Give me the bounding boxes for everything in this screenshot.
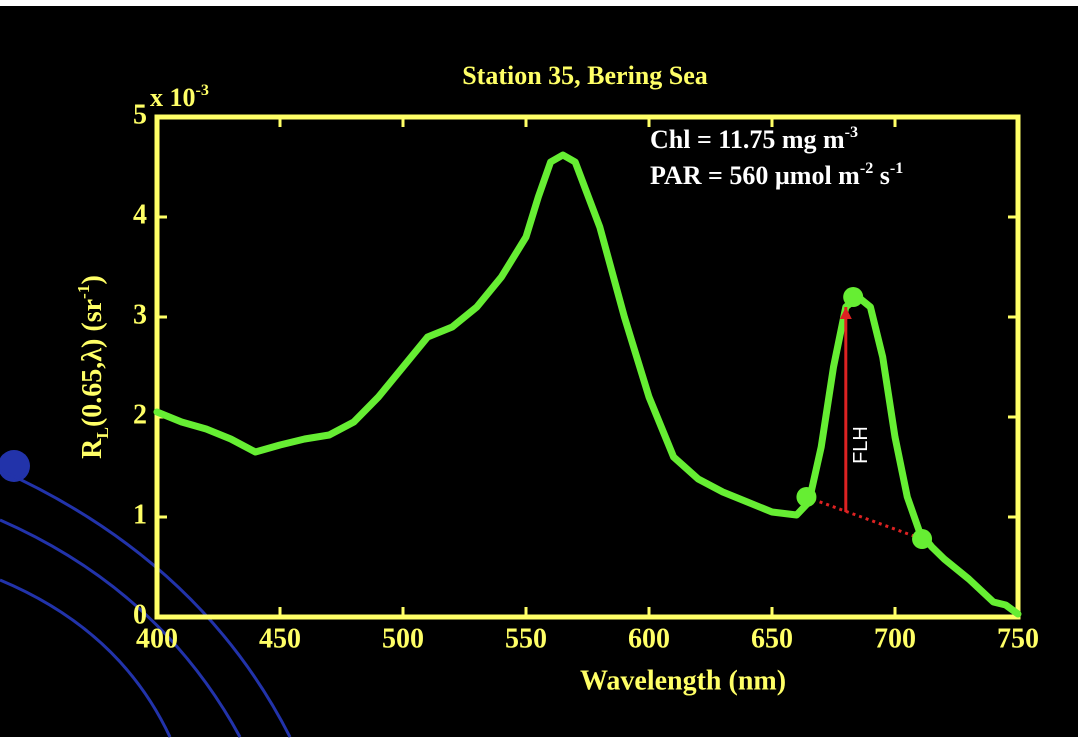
x-tick-label: 600 xyxy=(628,623,670,654)
text-part: x 10 xyxy=(150,83,196,112)
x-tick-label: 750 xyxy=(997,623,1039,654)
x-tick-label: 550 xyxy=(505,623,547,654)
y-tick-label: 4 xyxy=(133,199,147,230)
chart-title: Station 35, Bering Sea xyxy=(462,61,708,90)
y-tick-label: 1 xyxy=(133,499,147,530)
x-tick-label: 500 xyxy=(382,623,424,654)
y-tick-label: 5 xyxy=(133,99,147,130)
y-tick-label: 3 xyxy=(133,299,147,330)
text-part: (0.65,λ) (sr xyxy=(77,299,108,427)
sup: -1 xyxy=(74,284,93,298)
text-part: R xyxy=(77,438,108,459)
x-tick-label: 700 xyxy=(874,623,916,654)
sup: -1 xyxy=(890,160,903,177)
sub: L xyxy=(93,427,112,439)
chart: Station 35, Bering Sea Wavelength (nm) x… xyxy=(0,0,1086,743)
y-tick-label: 0 xyxy=(133,599,147,630)
text-part: Chl = 11.75 mg m xyxy=(650,125,845,154)
x-tick-label: 650 xyxy=(751,623,793,654)
marker xyxy=(796,487,816,507)
x-tick-label: 450 xyxy=(259,623,301,654)
annotation: Chl = 11.75 mg m-3 xyxy=(650,124,858,154)
marker xyxy=(843,287,863,307)
x-axis-label: Wavelength (nm) xyxy=(580,665,786,696)
marker xyxy=(912,529,932,549)
y-tick-label: 2 xyxy=(133,399,147,430)
sup: -2 xyxy=(860,160,873,177)
text-part: ) xyxy=(77,275,108,284)
sup: -3 xyxy=(845,124,858,141)
text-part: s xyxy=(873,161,890,190)
sup: -3 xyxy=(196,82,209,99)
flh-label: FLH xyxy=(850,426,872,464)
text-part: PAR = 560 µmol m xyxy=(650,161,860,190)
